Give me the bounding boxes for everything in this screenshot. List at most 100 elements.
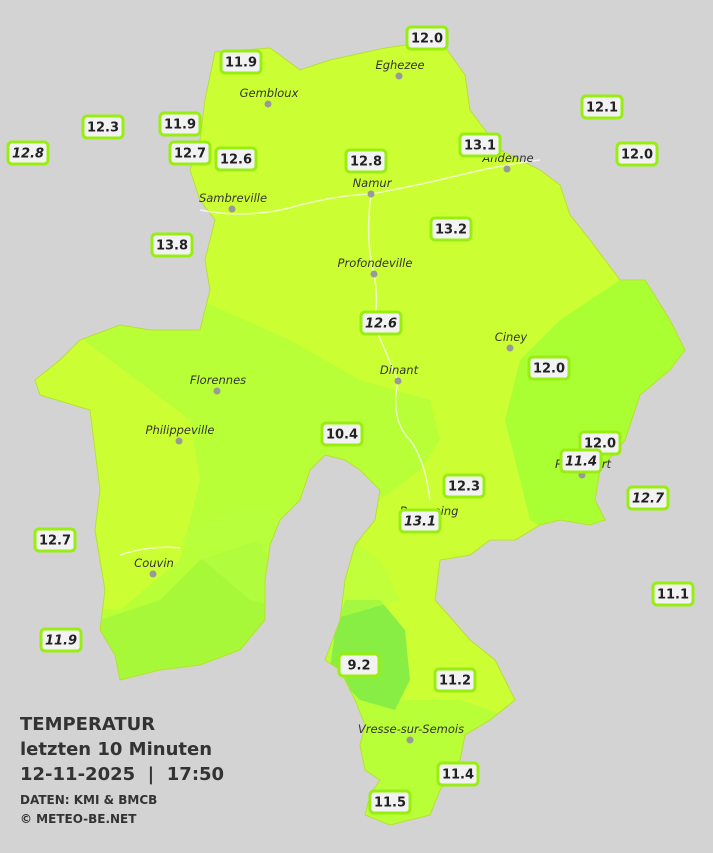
station-value: 11.9 [225,56,257,71]
station-box [368,789,412,815]
station-box [39,627,83,653]
station-box [405,25,449,51]
station-value: 9.2 [347,659,370,674]
city-name: Gembloux [240,86,299,100]
city-name: Profondeville [338,256,413,270]
station-value: 12.8 [350,155,382,170]
station: 12.7 [626,485,670,511]
city-dot [395,72,403,80]
station-value: 11.4 [442,768,474,783]
city-dot [175,437,183,445]
station-box [337,652,381,678]
station-value: 11.5 [374,796,406,811]
station-value: 12.8 [12,147,44,162]
station-box [168,140,212,166]
station: 10.4 [320,421,364,447]
station: 12.0 [405,25,449,51]
city-dot [503,165,511,173]
station-box [219,49,263,75]
station: 12.6 [214,146,258,172]
station-value: 11.9 [45,634,77,649]
station: 11.9 [158,111,202,137]
station-value: 13.1 [404,515,436,530]
copyright: © METEO-BE.NET [20,812,137,826]
station-value: 11.4 [565,455,597,470]
city-dot [149,570,157,578]
station-value: 12.7 [39,534,71,549]
station: 13.8 [150,232,194,258]
city-name: Eghezee [375,58,424,72]
station-box [626,485,670,511]
station-box [81,114,125,140]
station-value: 12.6 [220,153,252,168]
station-box [320,421,364,447]
station: 12.3 [442,473,486,499]
station-value: 12.7 [174,147,206,162]
city-name: Namur [353,176,393,190]
station: 13.2 [429,216,473,242]
station: 13.1 [458,132,502,158]
station-box [429,216,473,242]
station-value: 12.6 [365,317,397,332]
station-value: 12.7 [632,492,665,507]
city-name: Philippeville [146,423,215,437]
city-dot [264,100,272,108]
station: 11.1 [651,581,695,607]
city-name: Couvin [134,556,174,570]
station: 12.0 [527,355,571,381]
city-name: Ciney [495,330,528,344]
station-value: 13.1 [464,139,496,154]
station-box [6,140,50,166]
subtitle: letzten 10 Minuten [20,739,212,760]
station-box [458,132,502,158]
station: 13.1 [398,508,442,534]
city-dot [228,205,236,213]
title-block: TEMPERATUR letzten 10 Minuten 12-11-2025… [20,714,224,826]
station-value: 12.0 [584,437,616,452]
station: 12.1 [580,94,624,120]
station-value: 13.2 [435,223,467,238]
station-value: 12.3 [448,480,480,495]
city-dot [406,736,414,744]
city-dot [370,270,378,278]
station-value: 12.1 [586,101,618,116]
station-box [33,527,77,553]
station: 12.0 [615,141,659,167]
station-box [580,94,624,120]
city-name: Sambreville [199,191,267,205]
source: DATEN: KMI & BMCB [20,793,157,807]
station-value: 11.2 [439,674,471,689]
station-box [158,111,202,137]
station-value: 12.0 [533,362,565,377]
station-value: 13.8 [156,239,188,254]
station-value: 11.9 [164,118,196,133]
station-box [559,448,603,474]
station-box [442,473,486,499]
station-box [527,355,571,381]
station-box [615,141,659,167]
station: 11.9 [219,49,263,75]
station: 12.8 [344,148,388,174]
station: 12.7 [33,527,77,553]
station-box [398,508,442,534]
station: 11.5 [368,789,412,815]
city-name: Florennes [190,373,246,387]
station-value: 12.3 [87,121,119,136]
station: 12.8 [6,140,50,166]
station-box [651,581,695,607]
station: 12.7 [168,140,212,166]
stations: 12.0 11.9 12.3 11.9 12.8 12.7 12.6 12.8 13.1 12.1… [6,25,695,815]
city-dot [213,387,221,395]
city-name: Dinant [380,363,419,377]
station-box [344,148,388,174]
station-value: 12.0 [621,148,653,163]
station-value: 12.0 [411,32,443,47]
station-value: 11.1 [657,588,689,603]
station-box [436,761,480,787]
station-box [359,310,403,336]
station: 11.4 [436,761,480,787]
city-dot [367,190,375,198]
station: 11.4 [559,448,603,474]
timestamp: 12-11-2025 | 17:50 [20,764,224,785]
station: 11.2 [433,667,477,693]
